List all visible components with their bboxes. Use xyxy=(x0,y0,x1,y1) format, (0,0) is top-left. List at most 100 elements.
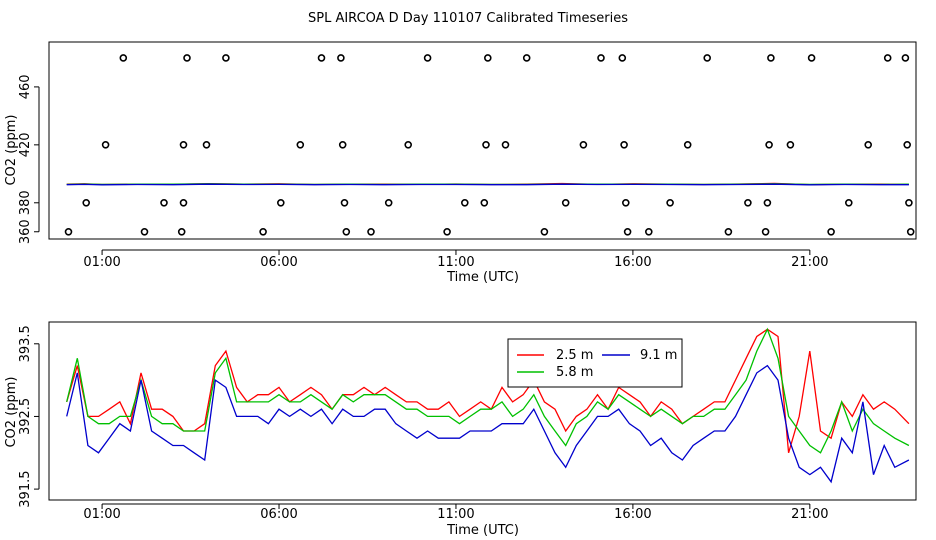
scatter-y-tick-label: 380 xyxy=(18,190,33,215)
line-x-axis: 01:00 06:00 11:00 16:00 21:00 xyxy=(83,503,829,522)
scatter-point xyxy=(423,54,432,62)
scatter-y-axis: 360 380 420 460 xyxy=(18,74,40,244)
line-series-9-1-m xyxy=(66,364,910,484)
line-plot-frame xyxy=(48,321,917,501)
scatter-point xyxy=(480,199,489,207)
line-x-tick-label: 06:00 xyxy=(260,507,297,522)
line-series xyxy=(66,327,910,484)
scatter-point xyxy=(827,228,835,236)
scatter-point xyxy=(342,228,351,236)
scatter-point xyxy=(337,54,345,62)
scatter-point xyxy=(140,228,149,236)
scatter-point xyxy=(901,54,910,62)
scatter-point xyxy=(620,141,628,149)
scatter-point xyxy=(883,54,892,62)
scatter-point xyxy=(903,141,912,149)
scatter-point xyxy=(683,141,692,149)
scatter-point xyxy=(482,141,490,149)
line-x-tick-label: 21:00 xyxy=(791,507,828,522)
scatter-point xyxy=(807,54,816,62)
legend-label-2-5m: 2.5 m xyxy=(556,348,593,363)
scatter-point xyxy=(644,228,653,236)
scatter-point xyxy=(384,199,393,207)
scatter-x-tick-label: 21:00 xyxy=(791,255,828,270)
line-x-tick-label: 11:00 xyxy=(437,507,474,522)
scatter-y-tick-label: 460 xyxy=(18,74,33,99)
line-series-5-8-m xyxy=(66,327,910,454)
scatter-point xyxy=(222,54,230,62)
scatter-point xyxy=(540,228,549,236)
scatter-point xyxy=(561,199,570,207)
scatter-point xyxy=(119,54,128,62)
scatter-point xyxy=(443,228,451,236)
scatter-x-label: Time (UTC) xyxy=(446,270,519,285)
scatter-point xyxy=(623,228,632,236)
scatter-point xyxy=(703,54,712,62)
line-legend: 2.5 m 9.1 m 5.8 m xyxy=(507,338,683,388)
scatter-point xyxy=(338,141,347,149)
scatter-point xyxy=(765,141,773,149)
scatter-y-tick-label: 420 xyxy=(18,132,33,157)
scatter-point xyxy=(724,228,733,236)
scatter-points xyxy=(64,54,915,236)
scatter-point xyxy=(744,199,752,207)
scatter-point xyxy=(82,199,90,207)
scatter-point xyxy=(64,228,73,236)
scatter-point xyxy=(767,54,775,62)
legend-box xyxy=(507,338,683,388)
scatter-x-axis: 01:00 06:00 11:00 16:00 21:00 xyxy=(83,249,829,270)
scatter-point xyxy=(906,228,915,236)
scatter-point xyxy=(317,54,326,62)
scatter-point xyxy=(763,199,772,207)
scatter-point xyxy=(101,141,110,149)
scatter-point xyxy=(579,141,588,149)
line-x-tick-label: 16:00 xyxy=(614,507,651,522)
scatter-series-9-1-m xyxy=(66,183,909,186)
scatter-x-tick-label: 06:00 xyxy=(260,255,297,270)
scatter-point xyxy=(522,54,531,62)
line-y-tick-label: 392.5 xyxy=(18,398,33,435)
scatter-point xyxy=(621,199,630,207)
scatter-point xyxy=(618,54,627,62)
scatter-point xyxy=(276,199,285,207)
scatter-point xyxy=(864,141,873,149)
scatter-point xyxy=(501,141,510,149)
legend-label-9-1m: 9.1 m xyxy=(640,348,677,363)
scatter-plot-frame xyxy=(48,41,917,240)
legend-label-5-8m: 5.8 m xyxy=(556,365,593,380)
scatter-point xyxy=(340,199,349,207)
scatter-point xyxy=(905,199,913,207)
scatter-point xyxy=(177,228,186,236)
scatter-series-lines xyxy=(66,182,909,186)
scatter-point xyxy=(183,54,191,62)
scatter-point xyxy=(844,199,853,207)
scatter-point xyxy=(160,199,168,207)
scatter-point xyxy=(666,199,674,207)
scatter-point xyxy=(761,228,770,236)
scatter-point xyxy=(597,54,605,62)
scatter-x-tick-label: 16:00 xyxy=(614,255,651,270)
line-y-tick-label: 391.5 xyxy=(18,470,33,507)
scatter-point xyxy=(259,228,267,236)
scatter-point xyxy=(296,141,305,149)
scatter-point xyxy=(483,54,492,62)
line-y-label: CO2 (ppm) xyxy=(4,376,19,447)
scatter-y-label: CO2 (ppm) xyxy=(4,114,19,185)
line-y-tick-label: 393.5 xyxy=(18,325,33,362)
scatter-point xyxy=(179,199,188,207)
scatter-point xyxy=(786,141,795,149)
scatter-panel: 360 380 420 460 01:00 06:00 11:00 16:00 21:00 T… xyxy=(4,41,917,285)
line-x-label: Time (UTC) xyxy=(446,523,519,538)
line-y-axis: 391.5 392.5 393.5 xyxy=(18,325,40,508)
figure-title: SPL AIRCOA D Day 110107 Calibrated Times… xyxy=(308,11,628,26)
scatter-x-tick-label: 01:00 xyxy=(83,255,120,270)
scatter-point xyxy=(367,228,375,236)
scatter-point xyxy=(202,141,211,149)
line-series-2-5-m xyxy=(66,328,910,453)
scatter-point xyxy=(179,141,188,149)
line-panel: 391.5 392.5 393.5 01:00 06:00 11:00 16:00 21:0… xyxy=(4,321,917,538)
scatter-point xyxy=(460,199,469,207)
line-x-tick-label: 01:00 xyxy=(83,507,120,522)
scatter-y-tick-label: 360 xyxy=(18,219,33,244)
